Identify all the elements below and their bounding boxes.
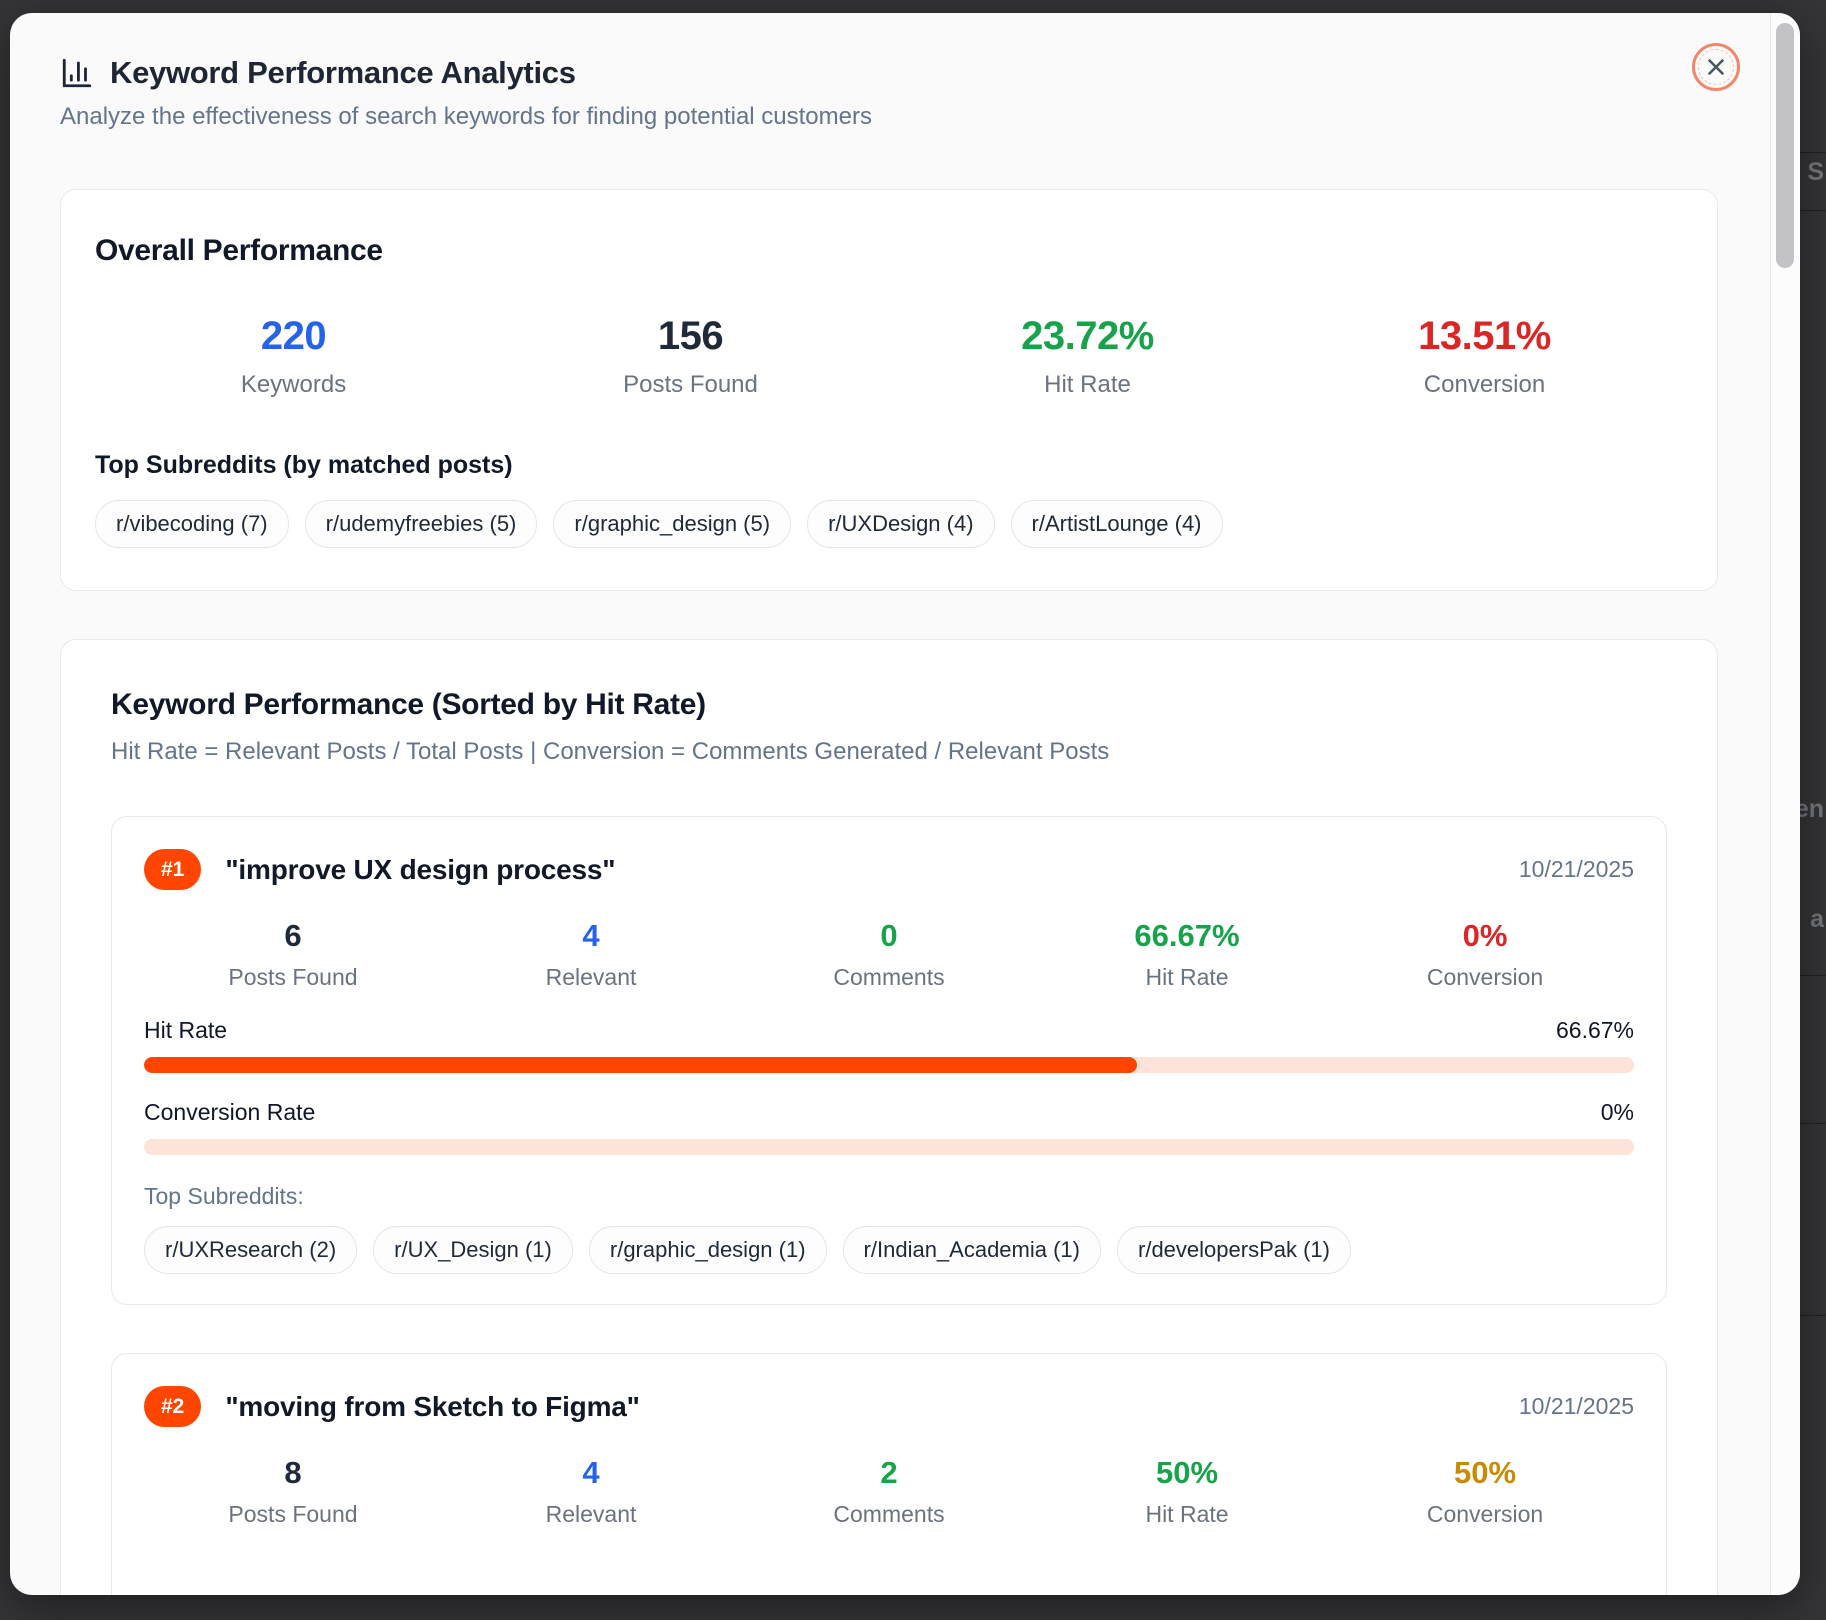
scrollbar-thumb[interactable] <box>1776 23 1794 268</box>
stat-label: Conversion <box>1426 1501 1544 1527</box>
stat-value: 6 <box>284 918 302 953</box>
subreddit-chip: r/udemyfreebies (5) <box>304 500 538 548</box>
page-subtitle: Analyze the effectiveness of search keyw… <box>60 103 872 130</box>
background-row-divider <box>1800 1123 1826 1124</box>
subreddit-chip: r/graphic_design (1) <box>588 1226 827 1274</box>
subreddit-chip: r/UX_Design (1) <box>373 1226 573 1274</box>
stat-posts-found: 6 Posts Found <box>144 918 442 991</box>
stat-comments: 2 Comments <box>740 1455 1038 1528</box>
overall-heading: Overall Performance <box>95 234 383 267</box>
scrollbar-track[interactable] <box>1770 13 1800 1595</box>
bar-chart-icon <box>62 58 92 88</box>
stat-label: Comments <box>833 964 945 990</box>
background-row-divider <box>1800 1315 1826 1316</box>
bar-value: 0% <box>1600 1099 1634 1125</box>
stat-posts-found: 8 Posts Found <box>144 1455 442 1528</box>
top-subreddits-chips: r/vibecoding (7) r/udemyfreebies (5) r/g… <box>95 500 1683 548</box>
stat-label: Hit Rate <box>1145 1501 1229 1527</box>
conversion-bar-group: Conversion Rate 0% <box>144 1099 1634 1155</box>
section-formula: Hit Rate = Relevant Posts / Total Posts … <box>111 738 1110 765</box>
subreddit-chip: r/graphic_design (5) <box>553 500 792 548</box>
stat-label: Relevant <box>545 1501 637 1527</box>
keyword-title: "moving from Sketch to Figma" <box>225 1390 640 1422</box>
stat-value: 0% <box>1462 918 1508 953</box>
rank-badge: #1 <box>144 849 202 890</box>
top-subreddits-heading: Top Subreddits (by matched posts) <box>95 451 513 479</box>
section-heading: Keyword Performance (Sorted by Hit Rate) <box>111 688 706 721</box>
stat-keywords: 220 Keywords <box>95 314 492 399</box>
keyword-stats: 8 Posts Found 4 Relevant 2 Comments 50% … <box>144 1455 1634 1528</box>
background-row-divider <box>1800 152 1826 153</box>
stat-value: 50% <box>1155 1455 1219 1490</box>
keyword-date: 10/21/2025 <box>1518 856 1634 882</box>
stat-value: 13.51% <box>1418 314 1551 358</box>
bar-label: Hit Rate <box>144 1017 228 1043</box>
card-subreddit-chips: r/UXResearch (2) r/UX_Design (1) r/graph… <box>144 1226 1634 1274</box>
hit-rate-bar-track <box>144 1057 1634 1073</box>
conversion-bar-track <box>144 1139 1634 1155</box>
keyword-performance-section: Keyword Performance (Sorted by Hit Rate)… <box>60 639 1718 1595</box>
stat-hit-rate: 66.67% Hit Rate <box>1038 918 1336 991</box>
background-peek-text: S <box>1807 158 1824 186</box>
stat-value: 4 <box>582 1455 600 1490</box>
background-row-divider <box>1800 210 1826 211</box>
keyword-card-2: #2 "moving from Sketch to Figma" 10/21/2… <box>111 1353 1667 1595</box>
stat-posts-found: 156 Posts Found <box>492 314 889 399</box>
stat-conversion: 50% Conversion <box>1336 1455 1634 1528</box>
subreddit-chip: r/developersPak (1) <box>1117 1226 1351 1274</box>
close-icon <box>1708 59 1724 75</box>
hit-rate-bar-fill <box>144 1057 1138 1073</box>
stat-value: 2 <box>880 1455 898 1490</box>
stat-hit-rate: 23.72% Hit Rate <box>889 314 1286 399</box>
stat-comments: 0 Comments <box>740 918 1038 991</box>
keyword-stats: 6 Posts Found 4 Relevant 0 Comments 66.6… <box>144 918 1634 991</box>
hit-rate-bar-group: Hit Rate 66.67% <box>144 1017 1634 1073</box>
keyword-analytics-modal: Keyword Performance Analytics Analyze th… <box>10 13 1800 1595</box>
close-button[interactable] <box>1692 43 1740 91</box>
page-title: Keyword Performance Analytics <box>110 55 576 90</box>
stat-value: 8 <box>284 1455 302 1490</box>
stat-conversion: 13.51% Conversion <box>1286 314 1683 399</box>
stat-label: Conversion <box>1426 964 1544 990</box>
stat-relevant: 4 Relevant <box>442 918 740 991</box>
stat-conversion: 0% Conversion <box>1336 918 1634 991</box>
background-peek-text: a <box>1810 905 1824 933</box>
stat-value: 4 <box>582 918 600 953</box>
keyword-title: "improve UX design process" <box>225 853 616 885</box>
subreddit-chip: r/UXResearch (2) <box>144 1226 358 1274</box>
bar-value: 66.67% <box>1555 1017 1634 1043</box>
keyword-date: 10/21/2025 <box>1518 1393 1634 1419</box>
stat-value: 156 <box>657 314 724 358</box>
stat-label: Posts Found <box>228 964 358 990</box>
subreddit-chip: r/Indian_Academia (1) <box>842 1226 1101 1274</box>
stat-label: Hit Rate <box>1145 964 1229 990</box>
stat-value: 50% <box>1453 1455 1517 1490</box>
keyword-card-1: #1 "improve UX design process" 10/21/202… <box>111 816 1667 1305</box>
stat-label: Posts Found <box>623 371 758 398</box>
stat-label: Posts Found <box>228 1501 358 1527</box>
stat-value: 0 <box>880 918 898 953</box>
bar-label: Conversion Rate <box>144 1099 316 1125</box>
rank-badge: #2 <box>144 1386 202 1427</box>
subreddit-chip: r/vibecoding (7) <box>95 500 289 548</box>
overall-stats: 220 Keywords 156 Posts Found 23.72% Hit … <box>95 314 1683 399</box>
subreddit-chip: r/UXDesign (4) <box>807 500 995 548</box>
stat-value: 23.72% <box>1021 314 1154 358</box>
card-top-subreddits-label: Top Subreddits: <box>144 1183 304 1209</box>
stat-label: Comments <box>833 1501 945 1527</box>
stat-value: 220 <box>260 314 327 358</box>
subreddit-chip: r/ArtistLounge (4) <box>1010 500 1223 548</box>
stat-label: Conversion <box>1423 371 1546 398</box>
stat-relevant: 4 Relevant <box>442 1455 740 1528</box>
stat-value: 66.67% <box>1134 918 1240 953</box>
stat-label: Relevant <box>545 964 637 990</box>
stat-label: Keywords <box>240 371 347 398</box>
stat-hit-rate: 50% Hit Rate <box>1038 1455 1336 1528</box>
overall-performance-card: Overall Performance 220 Keywords 156 Pos… <box>60 189 1718 591</box>
background-row-divider <box>1800 975 1826 976</box>
stat-label: Hit Rate <box>1044 371 1131 398</box>
